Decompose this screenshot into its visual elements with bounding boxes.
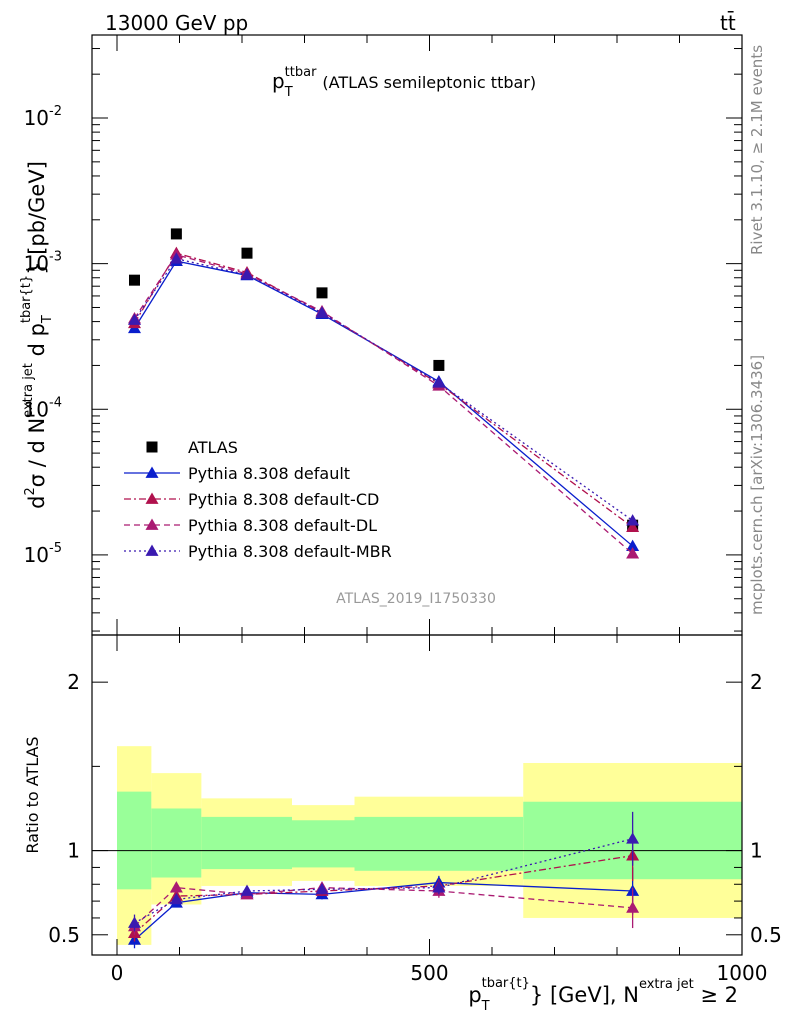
title-rest: (ATLAS semileptonic ttbar)	[322, 73, 536, 92]
x-axis-ticks: 0 500 1000	[111, 35, 768, 985]
legend-label: Pythia 8.308 default-MBR	[188, 542, 392, 561]
legend-marker	[145, 492, 159, 504]
x-tick-label: 0	[111, 961, 124, 985]
xlabel-a: p	[468, 983, 481, 1007]
upper-ylabel-a-sup: 2	[23, 487, 38, 495]
upper-ylabel-b: σ / d N	[25, 418, 49, 487]
ratio-point	[240, 884, 254, 896]
upper-ylabel-c: d p	[25, 323, 49, 363]
upper-ylabel-d: } [pb/GeV]	[25, 161, 49, 275]
xlabel-a-sup: tbar{t}	[482, 976, 530, 991]
mc-data-point	[626, 514, 640, 526]
upper-axis-ticks: 10-5 10-4 10-3 10-2	[24, 48, 742, 632]
legend: ATLAS Pythia 8.308 default Pythia 8.308 de…	[124, 438, 392, 561]
upper-ylabel-b-sup: extra jet	[21, 363, 36, 418]
lower-y-tick-label-right: 1	[750, 839, 763, 863]
mc-data-point	[626, 539, 640, 551]
upper-y-label: d2σ / d Nextra jet d pTtbar{t}} [pb/GeV]	[19, 161, 55, 509]
x-axis-label: pTtbar{t}} [GeV], Nextra jet ≥ 2	[468, 976, 738, 1014]
lower-y-label: Ratio to ATLAS	[23, 736, 42, 853]
atlas-data-point	[241, 247, 253, 259]
mc-data-point	[169, 252, 183, 264]
legend-marker	[145, 544, 159, 556]
legend-label: Pythia 8.308 default-DL	[188, 516, 377, 535]
lower-y-tick-label-right: 2	[750, 670, 763, 694]
xlabel-b: } [GeV], N	[530, 983, 639, 1007]
atlas-data-point	[129, 274, 140, 286]
title-main: p	[272, 69, 285, 93]
upper-series-group	[128, 228, 640, 559]
legend-label: Pythia 8.308 default-CD	[188, 490, 379, 509]
ratio-point	[626, 901, 640, 913]
upper-y-tick-label: 10-2	[24, 104, 62, 130]
upper-y-tick-label: 10-5	[24, 541, 62, 567]
atlas-data-point	[316, 287, 328, 299]
collision-label: 13000 GeV pp	[105, 11, 248, 35]
series-line	[133, 260, 634, 547]
legend-label: Pythia 8.308 default	[188, 464, 350, 483]
green-band-bin	[354, 816, 524, 871]
upper-panel-background	[92, 35, 742, 635]
lower-panel-frame	[91, 634, 743, 956]
ratio-point	[315, 882, 329, 895]
legend-marker	[145, 466, 159, 478]
series-line	[133, 254, 634, 555]
process-label: tt̄	[720, 10, 736, 35]
green-band-bin	[201, 816, 292, 870]
ratio-line	[134, 881, 633, 941]
ratio-line	[134, 838, 633, 924]
ratio-point	[128, 916, 141, 928]
series-line	[133, 258, 634, 522]
ratio-point	[169, 881, 183, 893]
green-band-bin	[151, 808, 202, 878]
ratio-line	[134, 854, 633, 934]
ratio-point	[432, 881, 446, 893]
mc-data-point	[128, 313, 141, 325]
mc-data-point	[626, 520, 640, 533]
mc-data-point	[315, 306, 329, 318]
ratio-line	[134, 886, 633, 927]
atlas-data-point	[433, 359, 445, 371]
green-band-bin	[292, 820, 355, 868]
mc-data-point	[626, 547, 640, 559]
lower-axis-ticks: 0.5 0.5 1 1 2 2	[48, 670, 782, 947]
x-tick-label: 500	[410, 961, 448, 985]
upper-ylabel-a: d	[25, 496, 49, 509]
legend-marker	[146, 441, 158, 453]
title-sub: T	[284, 85, 293, 100]
lower-y-tick-label-left: 1	[67, 839, 80, 863]
mc-data-point	[240, 268, 254, 280]
ratio-point	[626, 832, 640, 844]
upper-ylabel-c-sup: tbar{t}	[19, 275, 34, 323]
lower-series-group	[128, 811, 640, 949]
upper-y-tick-label: 10-3	[24, 250, 62, 276]
rivet-label: Rivet 3.1.10, ≥ 2.1M events	[748, 45, 766, 255]
mc-data-point	[432, 376, 446, 388]
ratio-point	[169, 892, 183, 905]
legend-marker	[145, 518, 159, 530]
analysis-id: ATLAS_2019_I1750330	[336, 591, 496, 607]
atlas-data-point	[170, 228, 182, 240]
legend-label: ATLAS	[188, 438, 238, 457]
upper-ylabel-c-sub: T	[40, 315, 55, 324]
lower-y-tick-label-left: 2	[67, 670, 80, 694]
plot-title: pTttbar (ATLAS semileptonic ttbar)	[272, 65, 536, 100]
lower-y-tick-label-right: 0.5	[750, 923, 782, 947]
green-band-bin	[117, 791, 152, 890]
lower-y-tick-label-left: 0.5	[48, 923, 80, 947]
xlabel-b-sup: extra jet	[639, 977, 694, 992]
ratio-uncertainty-bands	[117, 746, 742, 945]
mcplots-label: mcplots.cern.ch [arXiv:1306.3436]	[748, 355, 766, 615]
upper-y-tick-label: 10-4	[24, 395, 62, 421]
x-tick-label: 1000	[717, 961, 768, 985]
xlabel-a-sub: T	[481, 999, 490, 1014]
title-sup: ttbar	[285, 65, 317, 80]
xlabel-c: ≥ 2	[694, 983, 738, 1007]
